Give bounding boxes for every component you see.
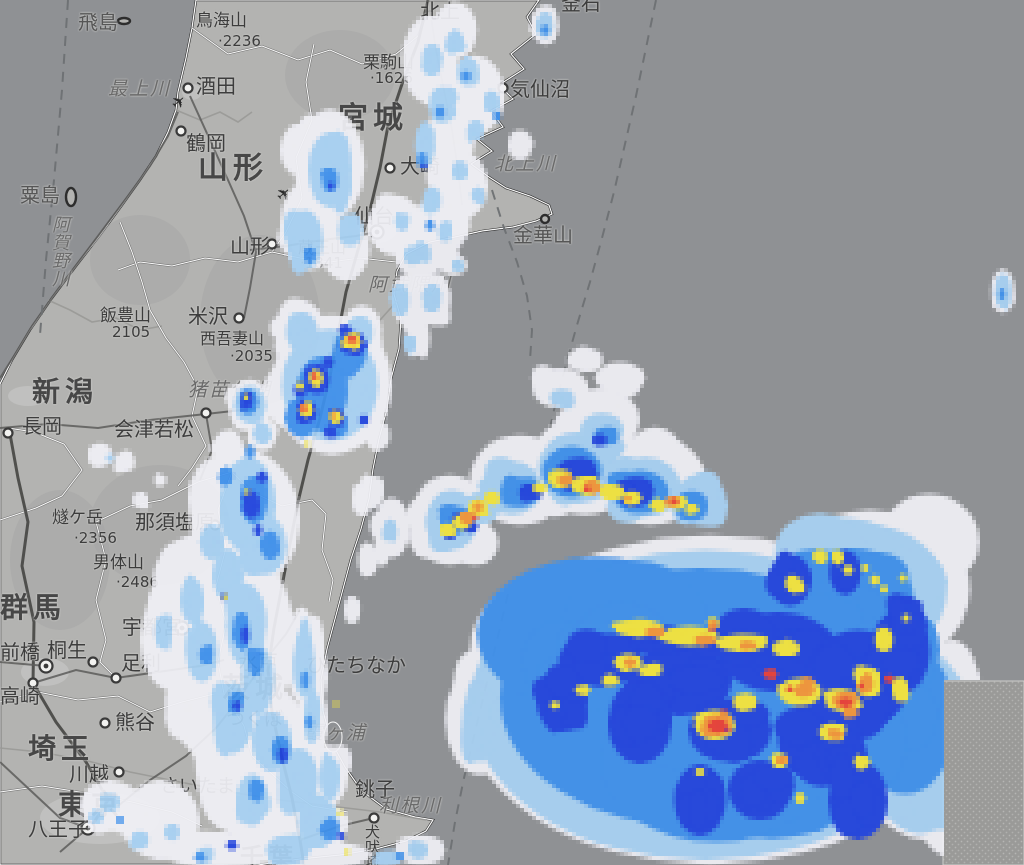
map-label: ·1841 bbox=[300, 254, 343, 272]
map-label: 宇都宮 bbox=[122, 615, 182, 639]
map-label: 埼玉 bbox=[28, 732, 95, 765]
map-label: 会津若松 bbox=[114, 417, 194, 441]
map-label: 燧ケ岳 bbox=[52, 508, 103, 528]
map-label: 前橋 bbox=[0, 640, 40, 664]
map-label: 利根川 bbox=[379, 795, 443, 817]
map-label: 足利 bbox=[121, 651, 161, 675]
map-label: 西吾妻山 bbox=[200, 329, 265, 348]
map-label: ·2356 bbox=[74, 529, 117, 547]
map-label: 阿賀野川 bbox=[49, 215, 70, 287]
map-label: 高崎 bbox=[0, 684, 40, 708]
map-label: さいたま bbox=[160, 775, 236, 797]
map-label: 熊谷 bbox=[115, 710, 155, 734]
map-label: 長岡 bbox=[22, 414, 62, 438]
map-label: 酒田 bbox=[196, 74, 236, 98]
map-label: 鶴岡 bbox=[186, 131, 226, 155]
map-label: 最上川 bbox=[108, 78, 172, 100]
map-label: 男体山 bbox=[93, 553, 144, 573]
map-label: 東京 bbox=[58, 788, 125, 821]
map-label: 米沢 bbox=[188, 304, 228, 328]
map-label: 那須塩原 bbox=[135, 510, 215, 534]
map-label: 金華山 bbox=[513, 223, 573, 247]
map-label: 犬吠埼 bbox=[363, 824, 381, 865]
map-label: 八王子 bbox=[28, 817, 88, 841]
map-label: 新潟 bbox=[32, 375, 99, 408]
map-label: 宮城 bbox=[338, 101, 408, 136]
map-label: 群馬 bbox=[0, 591, 67, 624]
map-label: 鳥海山 bbox=[196, 11, 247, 31]
map-label: 猪苗代湖 bbox=[188, 379, 273, 401]
map-label: 桐生 bbox=[47, 638, 87, 662]
map-label: 大崎 bbox=[400, 154, 440, 178]
map-label: 水戸 bbox=[238, 650, 278, 674]
map-label: ·2486 bbox=[116, 573, 159, 591]
map-label: 粟島 bbox=[20, 183, 60, 207]
map-label: 釜石 bbox=[561, 0, 601, 15]
map-label: 飛島 bbox=[78, 10, 118, 34]
map-label: 千葉 bbox=[240, 843, 298, 865]
map-label: ·2236 bbox=[218, 32, 261, 50]
map-label: ひたちなか bbox=[306, 653, 406, 677]
map-label: 霞ヶ浦 bbox=[304, 722, 368, 744]
map-label: 山形 bbox=[198, 151, 268, 186]
map-label: 気仙沼 bbox=[510, 77, 570, 101]
map-label: 山形 bbox=[230, 234, 270, 258]
map-label: 北上 bbox=[420, 0, 460, 23]
map-label: 北上川 bbox=[494, 153, 558, 175]
map-label: 茨城 bbox=[222, 671, 289, 704]
map-label: 仙台 bbox=[354, 204, 394, 228]
map-label: 2105 bbox=[112, 323, 151, 341]
map-label: 川越 bbox=[69, 762, 109, 786]
map-label: ·1626 bbox=[370, 69, 413, 87]
map-label: ·2035 bbox=[230, 347, 273, 365]
map-label: 阿武隈川 bbox=[368, 274, 453, 296]
map-label: つくば bbox=[226, 708, 284, 730]
